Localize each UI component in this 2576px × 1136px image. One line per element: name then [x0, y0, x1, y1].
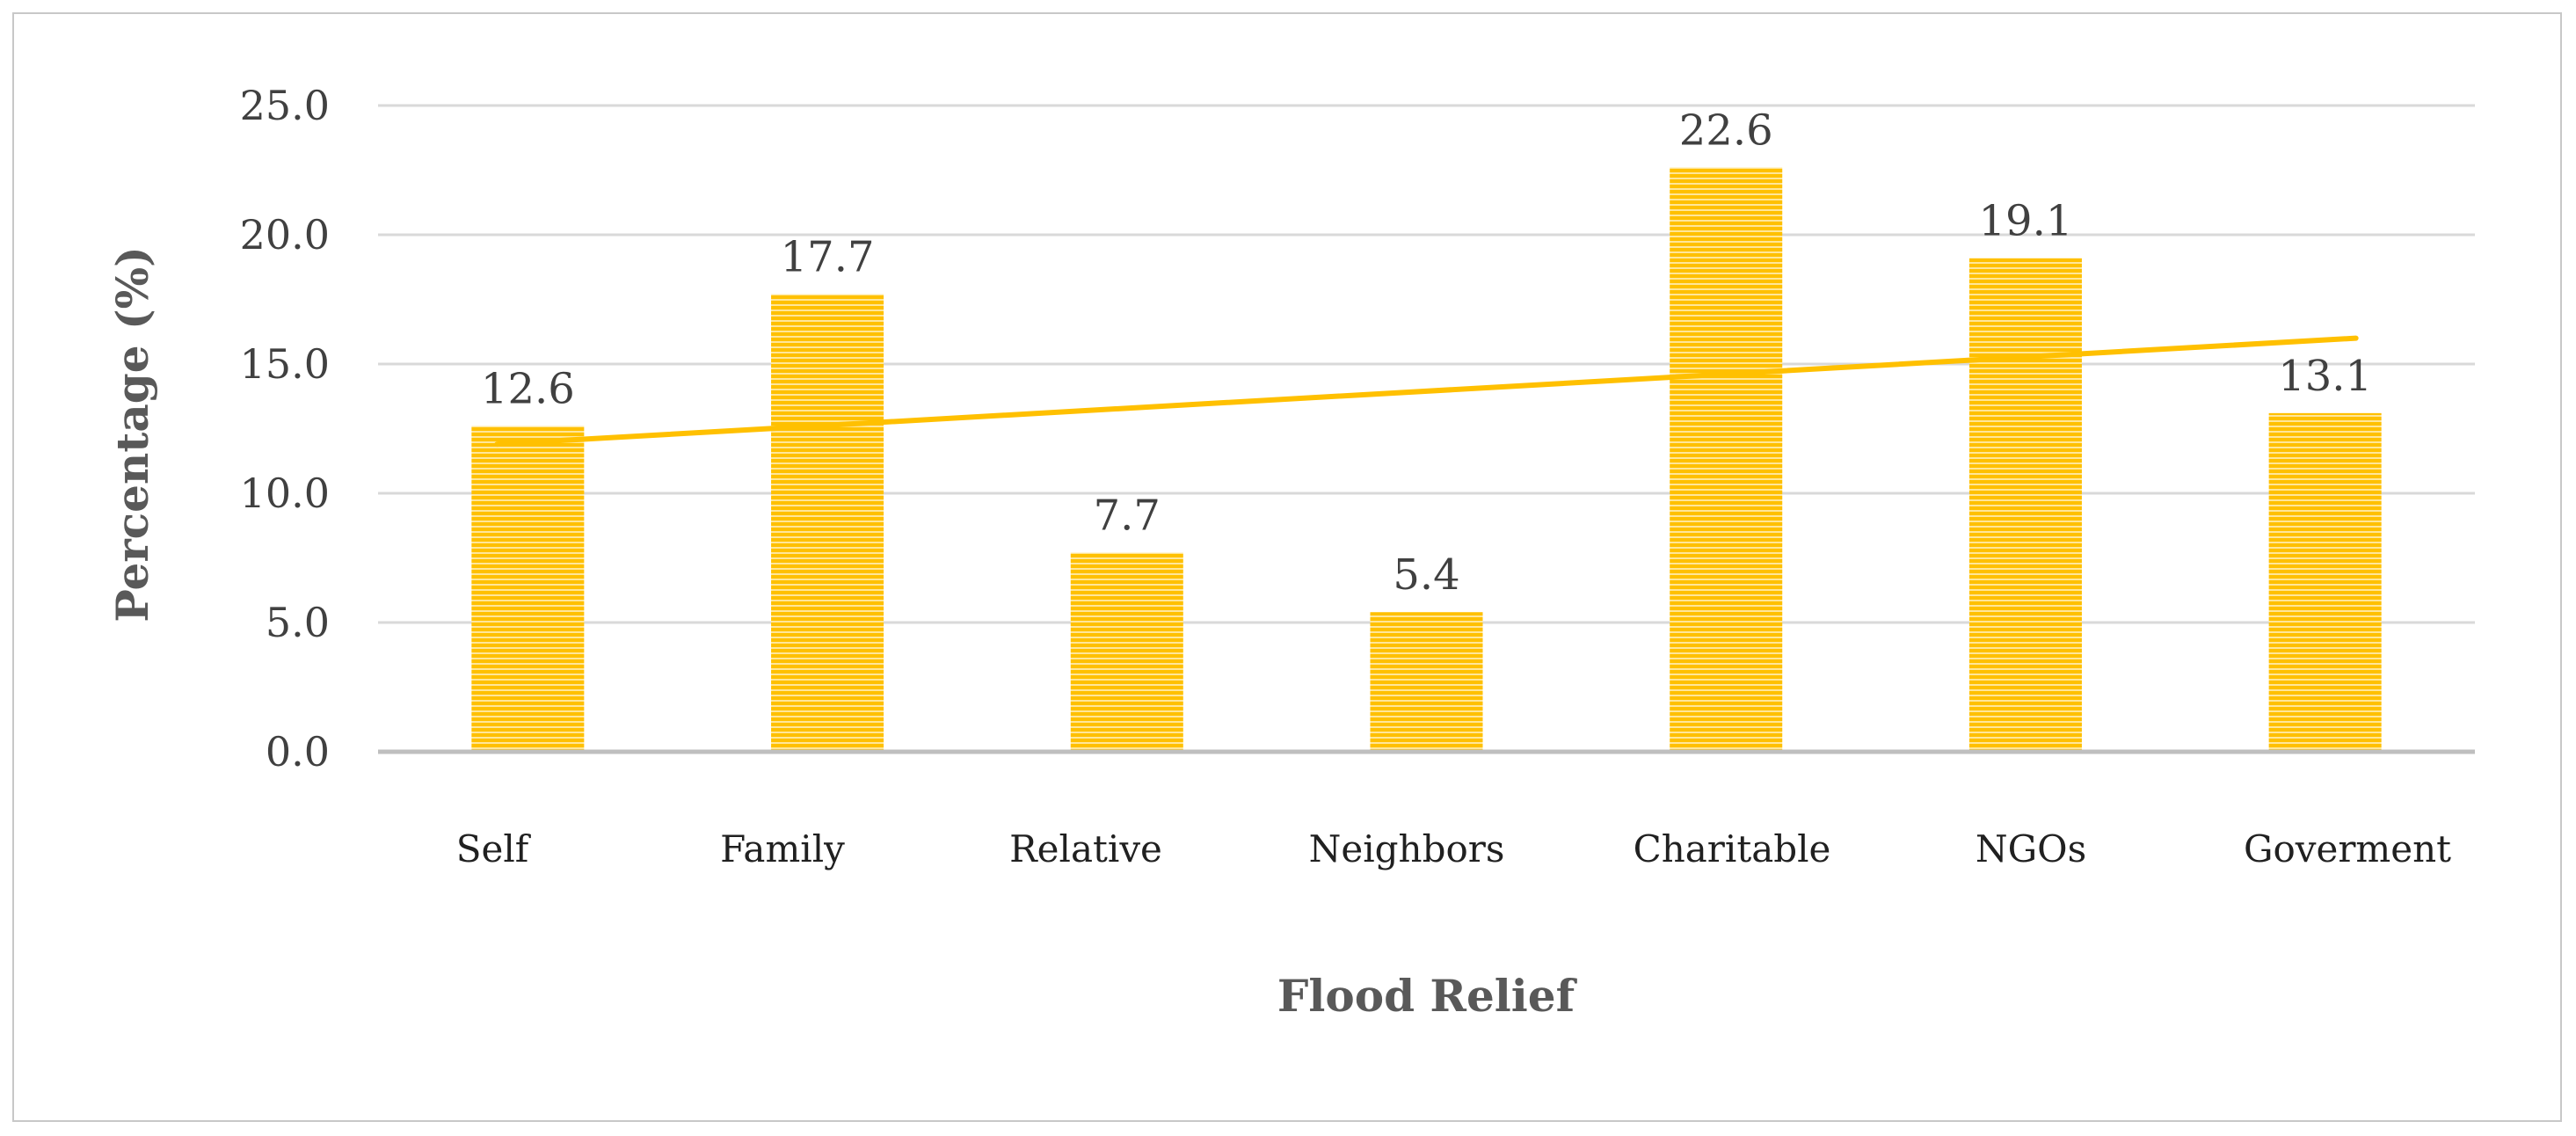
- chart-frame: [12, 12, 2562, 1122]
- bars: [471, 167, 2382, 753]
- y-tick-label: 15.0: [240, 340, 330, 388]
- category-label: Relative: [1009, 827, 1162, 870]
- category-label: Goverment: [2244, 827, 2451, 870]
- bar: [1070, 552, 1183, 752]
- data-label: 12.6: [481, 365, 575, 414]
- trendline: [494, 335, 2359, 448]
- x-axis-title: Flood Relief: [1277, 970, 1578, 1022]
- data-label: 17.7: [781, 233, 875, 282]
- category-label: NGOs: [1976, 827, 2086, 870]
- y-tick-label: 25.0: [240, 82, 330, 129]
- data-label: 19.1: [1978, 196, 2072, 245]
- y-tick-label: 20.0: [240, 211, 330, 259]
- gridlines: [378, 104, 2475, 624]
- data-label: 5.4: [1393, 550, 1459, 600]
- bar: [2268, 412, 2382, 752]
- category-labels: Self Family Relative Neighbors Charitable NGO…: [456, 827, 2451, 870]
- bar: [1968, 258, 2082, 753]
- bar: [1370, 612, 1483, 752]
- bar: [771, 294, 884, 752]
- data-label: 7.7: [1094, 492, 1161, 541]
- data-label: 22.6: [1679, 106, 1773, 156]
- y-axis-ticks: 0.0 5.0 10.0 15.0 20.0 25.0: [240, 82, 330, 776]
- category-label: Neighbors: [1309, 827, 1505, 870]
- y-tick-label: 5.0: [266, 599, 330, 646]
- category-label: Family: [720, 827, 845, 870]
- bar: [1670, 167, 1783, 752]
- trendline-line: [494, 335, 2359, 448]
- data-label: 13.1: [2278, 352, 2372, 401]
- y-tick-label: 10.0: [240, 470, 330, 517]
- category-label: Charitable: [1634, 827, 1831, 870]
- category-label: Self: [456, 827, 532, 870]
- bar: [471, 426, 585, 752]
- y-tick-label: 0.0: [266, 728, 330, 776]
- data-labels: 12.6 17.7 7.7 5.4 22.6 19.1 13.1: [481, 106, 2372, 601]
- y-axis-title: Percentage (%): [106, 246, 158, 623]
